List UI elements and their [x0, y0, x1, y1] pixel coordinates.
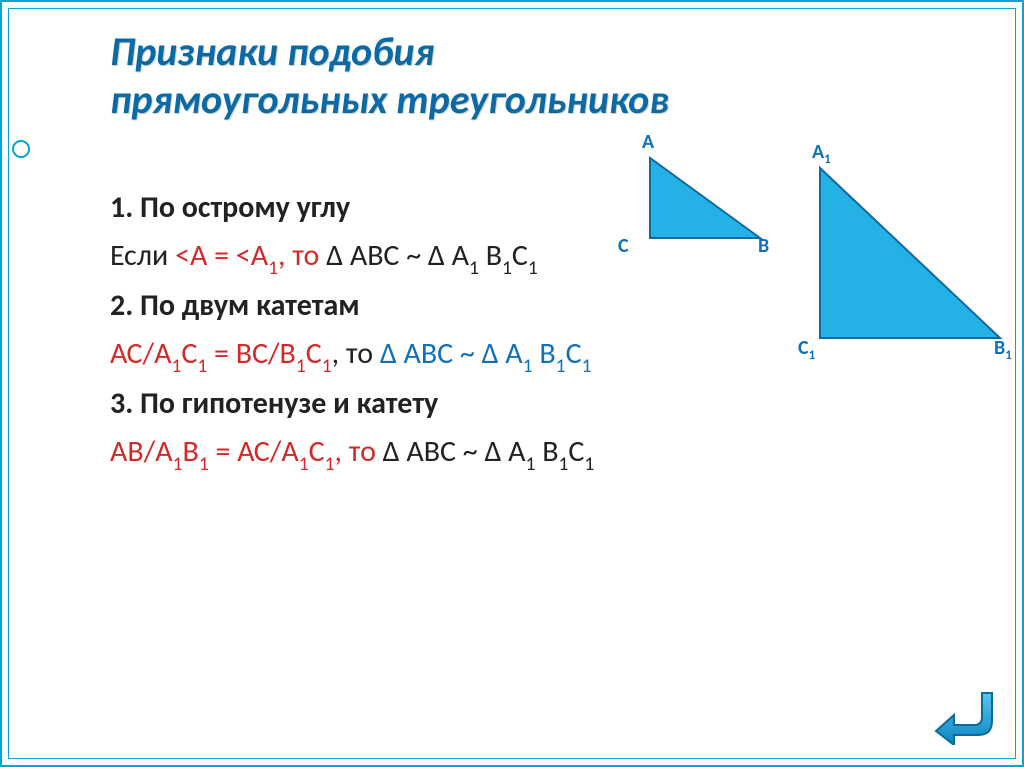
triangles-svg [600, 148, 1020, 368]
triangle-large [820, 168, 1000, 338]
res-1: Δ АВС ~ Δ А1 В1С1 [319, 237, 537, 274]
label-A1: A1 [812, 140, 831, 167]
title-line-1: Признаки подобия [110, 27, 434, 76]
slide-body: Признаки подобия прямоугольных треугольн… [0, 0, 1024, 767]
return-button[interactable] [932, 687, 996, 745]
res-3: Δ АВС ~ Δ А1 В1С1 [376, 433, 594, 470]
res-2: Δ АВС ~ Δ А1 В1С1 [380, 335, 592, 372]
triangle-diagram: A C B A1 C1 B1 [600, 148, 1020, 368]
text-mid-2: , то [332, 335, 380, 372]
triangle-small [650, 158, 760, 238]
item-3-heading: 3. По гипотенузе и катету [110, 380, 984, 428]
label-C1: C1 [798, 336, 815, 363]
text-if-1: Если [110, 237, 175, 274]
cond-3: АВ/А1В1 = АС/А1С1, то [110, 433, 376, 470]
item-3-line: АВ/А1В1 = АС/А1С1, то Δ АВС ~ Δ А1 В1С1 [110, 428, 984, 478]
label-A: A [642, 130, 654, 154]
label-C: C [618, 234, 629, 258]
title-line-2: прямоугольных треугольников [110, 75, 669, 124]
cond-1: <A = <A1, то [175, 237, 319, 274]
label-B1: B1 [994, 336, 1012, 363]
slide-title: Признаки подобия прямоугольных треугольн… [110, 28, 984, 124]
return-arrow-icon [932, 687, 996, 745]
cond-2: АС/А1С1 = ВС/В1С1 [110, 335, 332, 372]
label-B: B [758, 234, 769, 258]
